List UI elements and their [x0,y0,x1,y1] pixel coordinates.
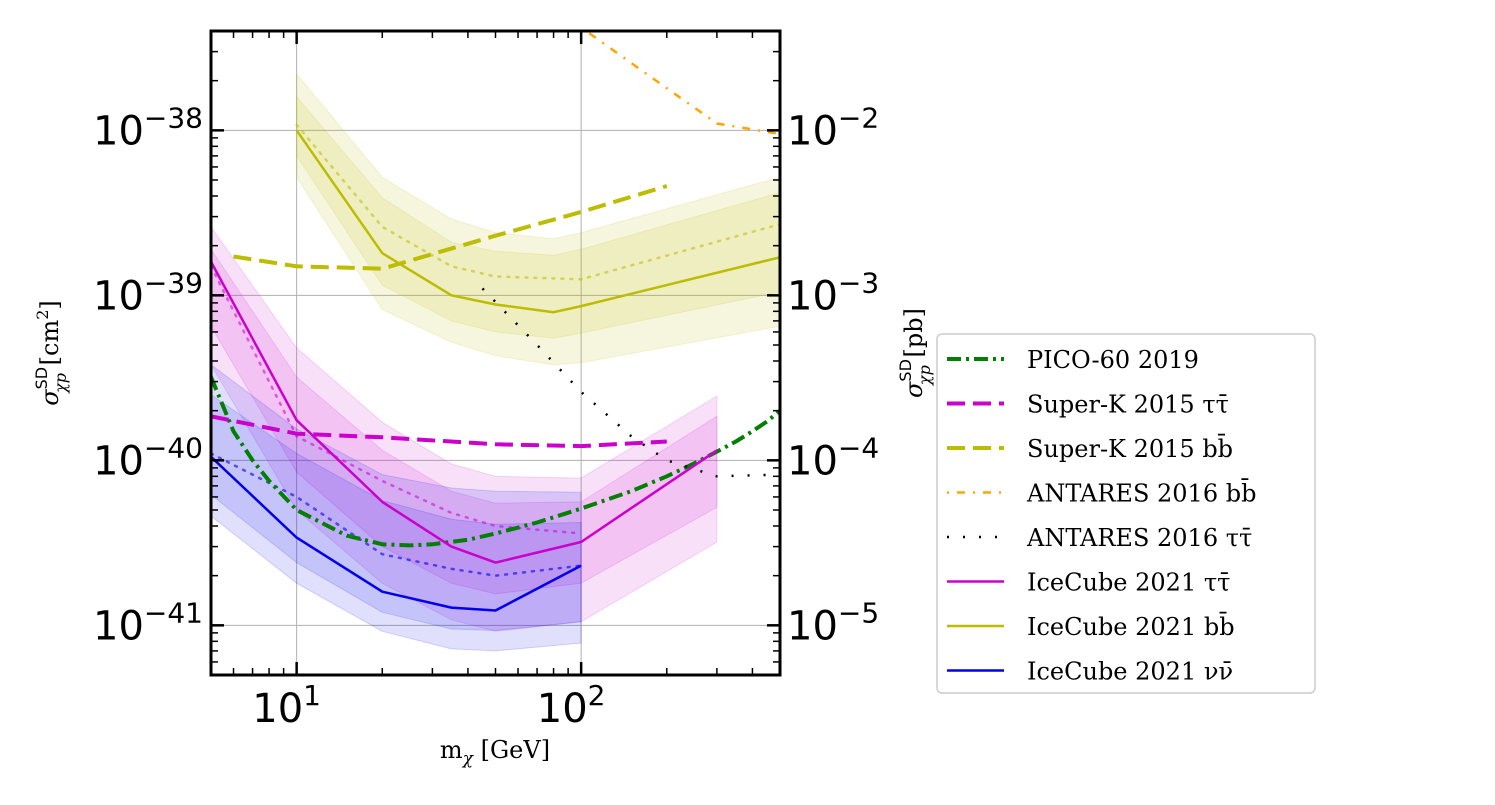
tick-labels: 101 102 10−38 10−39 10−40 10−41 10−2 10−3 10−4 10… [93,101,879,732]
x-axis-label: mχ [GeV] [440,736,550,769]
y-left-tick-label-3: 10−41 [93,596,203,649]
legend-item-super-k-2015-bb: Super-K 2015 bb̄ [947,434,1233,463]
legend-box [936,333,1316,694]
y-left-tick-label-1: 10−39 [93,266,203,319]
median-line-0 [295,123,780,281]
legend-label: IceCube 2021 bb̄ [1027,612,1235,641]
y-left-tick-label-0: 10−38 [93,101,203,154]
legend-label: Super-K 2015 ττ̄ [1027,391,1229,419]
series-line-antares-2016-bb [583,31,780,136]
data-series [211,31,780,612]
legend-item-icecube-2021-bb: IceCube 2021 bb̄ [947,612,1235,641]
uncertainty-band-1 [296,95,780,339]
uncertainty-band-4 [211,364,582,652]
y-axis-label-left: σSDχp [cm2] [32,300,70,406]
series-line-super-k-2015-bb [233,184,668,271]
plot-frame [209,29,782,677]
grid-lines [211,31,780,675]
legend: PICO-60 2019 Super-K 2015 ττ̄ Super-K 2015… [936,333,1316,694]
x-tick-label-0: 101 [252,679,321,732]
y-right-tick-label-0: 10−2 [787,101,879,154]
legend-item-antares-2016-bb: ANTARES 2016 bb̄ [947,478,1256,508]
uncertainty-band-3 [211,248,718,595]
median-line-2 [211,452,583,577]
legend-item-antares-2016: ANTARES 2016 ττ̄ [947,524,1252,552]
uncertainty-band-2 [211,226,718,632]
series-line-icecube-2021 [211,261,718,564]
legend-item-super-k-2015: Super-K 2015 ττ̄ [947,391,1229,419]
uncertainty-bands [211,72,780,652]
legend-label: PICO-60 2019 [1027,346,1199,374]
legend-label: Super-K 2015 bb̄ [1027,434,1233,463]
median-dotted-lines [211,123,780,577]
y-left-tick-label-2: 10−40 [93,431,203,484]
y-right-tick-label-2: 10−4 [787,431,879,484]
x-tick-label-1: 102 [537,679,606,732]
median-line-1 [211,265,583,535]
legend-label: IceCube 2021 ττ̄ [1027,569,1230,597]
y-right-tick-label-3: 10−5 [787,596,879,649]
y-right-tick-label-1: 10−3 [787,266,879,319]
y-axis-label-right: σSDχp [pb] [896,308,934,398]
legend-label: ANTARES 2016 bb̄ [1026,478,1256,507]
legend-item-icecube-2021: IceCube 2021 νν̄ [947,658,1233,686]
series-line-icecube-2021 [211,455,582,612]
legend-label: IceCube 2021 νν̄ [1027,658,1233,686]
series-line-icecube-2021-bb [295,129,780,314]
legend-item-icecube-2021: IceCube 2021 ττ̄ [947,569,1230,597]
legend-item-pico-60-2019: PICO-60 2019 [947,346,1199,374]
uncertainty-band-0 [296,72,780,366]
series-line-antares-2016 [481,287,780,478]
legend-label: ANTARES 2016 ττ̄ [1026,524,1252,552]
